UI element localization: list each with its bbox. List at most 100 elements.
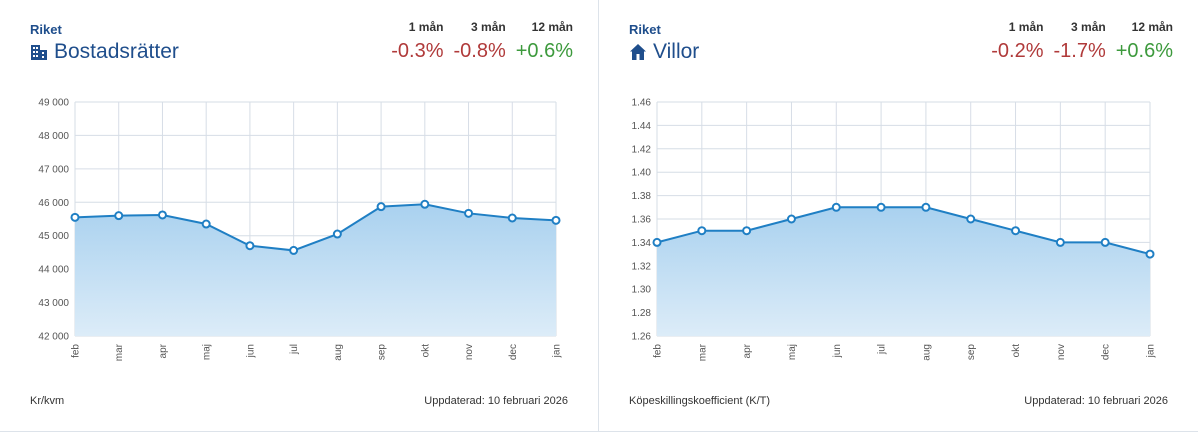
change-value: -1.7% <box>1053 40 1106 62</box>
y-tick-label: 1.40 <box>632 168 652 179</box>
change-label: 12 mån <box>1131 20 1173 34</box>
series-line <box>74 203 557 252</box>
data-point <box>966 214 976 224</box>
x-tick-label: maj <box>202 344 213 360</box>
data-point <box>464 208 474 218</box>
x-tick-label: jan <box>1146 344 1157 358</box>
x-tick-label: mar <box>697 343 708 361</box>
updated-label: Uppdaterad: 10 februari 2026 <box>424 395 568 407</box>
x-tick-label: feb <box>71 344 82 358</box>
change-summary: 1 mån -0.3% 3 mån -0.8% 12 mån +0.6% <box>391 20 573 63</box>
y-tick-label: 1.30 <box>632 285 652 296</box>
change-1-man: 1 mån -0.2% <box>991 20 1043 63</box>
change-label: 1 mån <box>1008 20 1044 34</box>
data-point <box>289 245 299 255</box>
x-tick-label: jul <box>289 344 300 355</box>
x-tick-label: nov <box>1056 344 1067 360</box>
x-tick-label: maj <box>787 344 798 360</box>
y-tick-label: 1.38 <box>632 191 652 202</box>
change-value: -0.2% <box>991 40 1044 62</box>
x-tick-label: jun <box>832 344 843 358</box>
y-tick-label: 47 000 <box>38 164 69 175</box>
data-point <box>697 226 707 236</box>
change-label: 3 mån <box>471 20 506 34</box>
change-value: +0.6% <box>515 40 573 62</box>
x-tick-label: okt <box>420 344 431 358</box>
x-tick-label: jul <box>877 344 888 355</box>
change-12-man: 12 mån +0.6% <box>516 20 573 63</box>
y-tick-label: 1.42 <box>632 144 652 155</box>
data-point <box>921 202 931 212</box>
change-label: 3 mån <box>1071 20 1106 34</box>
data-point <box>157 210 167 220</box>
data-point <box>245 241 255 251</box>
x-tick-label: jan <box>552 344 563 358</box>
x-tick-label: okt <box>1011 344 1022 358</box>
data-point <box>1100 237 1110 247</box>
x-tick-label: aug <box>921 344 932 361</box>
y-tick-label: 43 000 <box>38 298 69 309</box>
villor-chart: 1.26 1.28 1.30 1.32 1.34 1.36 1.38 1.40 1.42 1.44… <box>632 98 1157 362</box>
panel-title[interactable]: Villor <box>629 40 699 64</box>
data-point <box>551 215 561 225</box>
change-value: -0.3% <box>391 40 444 62</box>
x-tick-label: mar <box>114 343 125 361</box>
unit-label: Köpeskillingskoefficient (K/T) <box>629 395 771 407</box>
y-tick-label: 1.36 <box>632 215 652 226</box>
y-tick-label: 1.26 <box>632 332 652 343</box>
data-point <box>831 202 841 212</box>
panel-title-text: Bostadsrätter <box>54 40 179 63</box>
data-point <box>652 237 662 247</box>
region-label: Riket <box>629 22 661 37</box>
data-point <box>786 214 796 224</box>
change-label: 12 mån <box>531 20 573 34</box>
x-tick-label: feb <box>653 344 664 358</box>
building-icon <box>31 45 47 60</box>
y-tick-label: 1.32 <box>632 261 652 272</box>
y-tick-label: 44 000 <box>38 265 69 276</box>
change-1-man: 1 mån -0.3% <box>391 20 443 63</box>
data-point <box>332 229 342 239</box>
panel-villor: Riket Villor 1 mån -0.2% 3 mån -1.7% 12 … <box>599 0 1198 432</box>
panel-title-text: Villor <box>653 40 700 63</box>
area-fill <box>75 204 556 336</box>
x-tick-label: dec <box>508 344 519 360</box>
bostadsratter-chart: 42 000 43 000 44 000 45 000 46 000 47 000 48 0… <box>38 98 563 362</box>
y-tick-label: 45 000 <box>38 231 69 242</box>
y-tick-label: 46 000 <box>38 198 69 209</box>
data-point <box>1145 249 1155 259</box>
y-tick-label: 48 000 <box>38 131 69 142</box>
data-point <box>876 202 886 212</box>
change-value: -0.8% <box>453 40 506 62</box>
change-12-man: 12 mån +0.6% <box>1116 20 1173 63</box>
y-tick-label: 1.28 <box>632 308 652 319</box>
data-point <box>376 202 386 212</box>
data-point <box>507 213 517 223</box>
data-point <box>1055 237 1065 247</box>
x-tick-label: jun <box>245 344 256 358</box>
change-label: 1 mån <box>408 20 444 34</box>
panel-title[interactable]: Bostadsrätter <box>30 40 179 64</box>
updated-label: Uppdaterad: 10 februari 2026 <box>1024 395 1168 407</box>
x-tick-label: apr <box>742 343 753 358</box>
change-value: +0.6% <box>1115 40 1173 62</box>
data-point <box>114 211 124 221</box>
x-tick-label: aug <box>333 344 344 361</box>
y-tick-label: 1.34 <box>632 238 652 249</box>
data-point <box>1011 226 1021 236</box>
change-3-man: 3 mån -0.8% <box>453 20 505 63</box>
x-tick-label: nov <box>464 344 475 360</box>
data-point <box>201 219 211 229</box>
y-tick-label: 1.46 <box>632 98 652 109</box>
x-tick-label: apr <box>158 343 169 358</box>
y-tick-label: 42 000 <box>38 332 69 343</box>
data-point <box>70 212 80 222</box>
x-tick-label: sep <box>377 344 388 361</box>
x-tick-label: sep <box>966 344 977 361</box>
unit-label: Kr/kvm <box>30 395 65 407</box>
area-fill <box>657 207 1150 336</box>
region-label: Riket <box>30 22 62 37</box>
panel-bostadsratter: Riket Bostadsrätter 1 mån -0.3% <box>0 0 599 432</box>
data-point <box>420 199 430 209</box>
house-icon <box>630 44 646 60</box>
